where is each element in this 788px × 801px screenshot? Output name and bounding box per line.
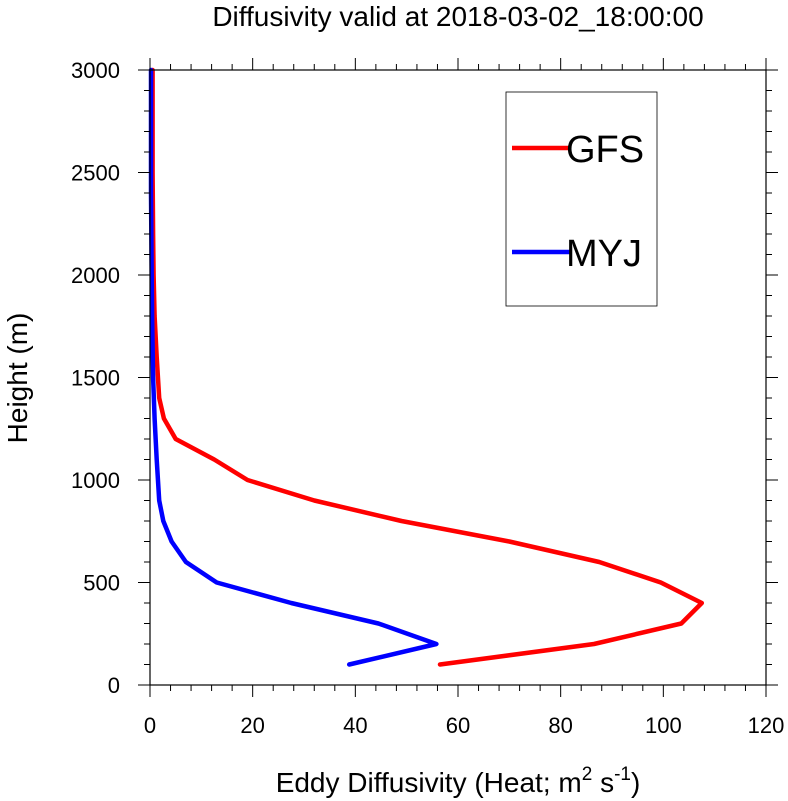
y-tick-label: 3000 — [71, 58, 120, 83]
y-tick-label: 2500 — [71, 161, 120, 186]
legend-label-gfs: GFS — [566, 129, 644, 171]
x-tick-label: 120 — [748, 713, 785, 738]
y-tick-label: 2000 — [71, 263, 120, 288]
x-tick-label: 0 — [144, 713, 156, 738]
x-tick-label: 100 — [645, 713, 682, 738]
y-tick-label: 1000 — [71, 468, 120, 493]
y-tick-label: 500 — [83, 571, 120, 596]
plot-frame — [149, 69, 767, 686]
series-line-myj — [148, 67, 439, 667]
plot-content — [148, 67, 705, 667]
legend-label-myj: MYJ — [566, 233, 642, 275]
x-tick-label: 80 — [548, 713, 572, 738]
y-axis-label: Height (m) — [2, 313, 33, 444]
x-tick-label: 20 — [240, 713, 264, 738]
y-tick-label: 0 — [108, 673, 120, 698]
legend: GFS MYJ — [505, 91, 658, 307]
chart-title: Diffusivity valid at 2018-03-02_18:00:00 — [212, 1, 703, 32]
x-tick-label: 60 — [446, 713, 470, 738]
axes: 0 20 40 60 80 100 120 0 500 1000 1500 2000 2500 3000 — [71, 58, 784, 738]
y-tick-label: 1500 — [71, 366, 120, 391]
legend-box — [505, 91, 658, 307]
x-tick-label: 40 — [343, 713, 367, 738]
x-axis-label: Eddy Diffusivity (Heat; m2 s-1) — [276, 764, 641, 798]
